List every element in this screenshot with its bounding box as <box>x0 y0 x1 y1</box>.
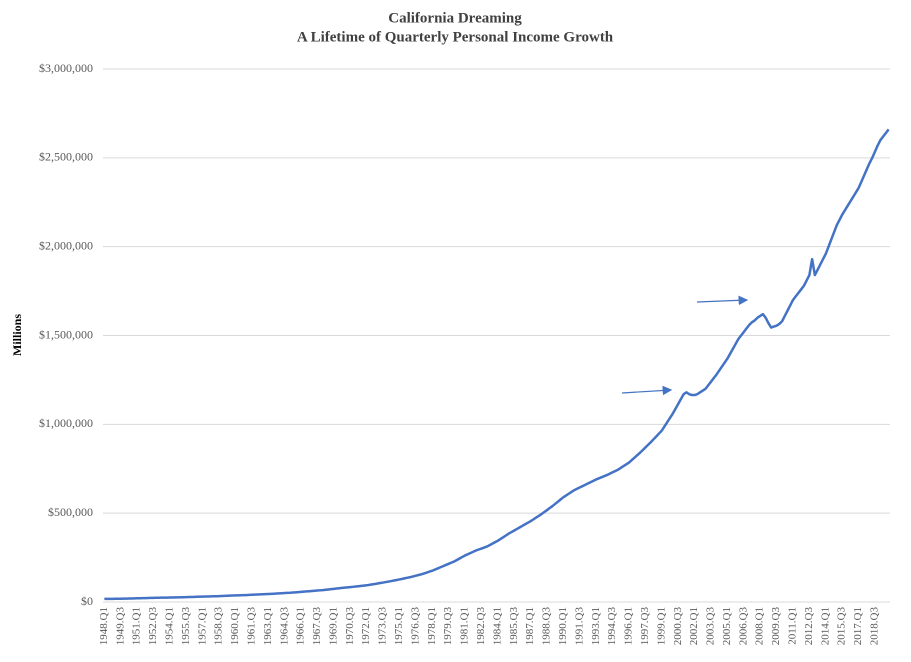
line <box>104 128 890 601</box>
x-tick-label: 1951.Q1 <box>131 607 143 645</box>
x-tick-label: 1963.Q1 <box>262 607 274 645</box>
x-tick-label: 2003.Q3 <box>705 607 717 646</box>
x-tick-label: 1991.Q3 <box>573 607 585 646</box>
x-tick-label: 1981.Q1 <box>459 607 471 645</box>
x-tick-label: 1999.Q1 <box>655 607 667 645</box>
x-tick-label: 1997.Q3 <box>639 607 651 646</box>
x-tick-label: 1987.Q1 <box>524 607 536 645</box>
y-tick-label: $1,500,000 <box>39 327 93 341</box>
x-tick-label: 1960.Q1 <box>229 607 241 645</box>
x-tick-label: 2008.Q1 <box>754 607 766 645</box>
y-tick-label: $3,000,000 <box>39 61 93 75</box>
x-tick-label: 1967.Q3 <box>311 607 323 646</box>
x-tick-label: 2014.Q1 <box>819 607 831 645</box>
x-tick-label: 2012.Q3 <box>803 607 815 646</box>
y-tick-label: $2,500,000 <box>39 150 93 164</box>
x-tick-label: 2006.Q3 <box>737 607 749 646</box>
x-tick-label: 2011.Q1 <box>787 607 799 645</box>
plot <box>104 128 890 601</box>
grid: $0 $500,000 $1,000,000 $1,500,000 $2,000,000… <box>39 61 890 645</box>
x-tick-label: 1985.Q3 <box>508 607 520 646</box>
x-tick-label: 1955.Q3 <box>180 607 192 646</box>
x-tick-label: 1988.Q3 <box>541 607 553 646</box>
x-tick-label: 1969.Q1 <box>327 607 339 645</box>
x-tick-label: 2018.Q3 <box>869 607 881 646</box>
x-tick-label: 1949.Q3 <box>114 607 126 646</box>
x-tick-label: 1948.Q1 <box>98 607 110 645</box>
x-tick-label: 2002.Q1 <box>688 607 700 645</box>
y-tick-label: $0 <box>81 594 93 608</box>
x-tick-label: 1994.Q3 <box>606 607 618 646</box>
x-tick-label: 1993.Q1 <box>590 607 602 645</box>
annotation-arrow <box>696 295 749 306</box>
x-tick-label: 1975.Q1 <box>393 607 405 645</box>
x-tick-label: 1966.Q1 <box>295 607 307 645</box>
x-tick-label: 2015.Q3 <box>836 607 848 646</box>
x-tick-label: 1984.Q1 <box>491 607 503 645</box>
x-tick-label: 2005.Q1 <box>721 607 733 645</box>
x-tick-label: 1979.Q3 <box>442 607 454 646</box>
x-tick-label: 1976.Q3 <box>409 607 421 646</box>
x-tick-label: 2017.Q1 <box>852 607 864 645</box>
x-tick-label: 1954.Q1 <box>163 607 175 645</box>
x-tick-label: 1978.Q1 <box>426 607 438 645</box>
x-tick-label: 1982.Q3 <box>475 607 487 646</box>
x-tick-label: 1996.Q1 <box>623 607 635 645</box>
y-tick-label: $1,000,000 <box>39 416 93 430</box>
x-tick-label: 2009.Q3 <box>770 607 782 646</box>
y-tick-label: $2,000,000 <box>39 238 93 252</box>
x-tick-label: 1973.Q3 <box>377 607 389 646</box>
y-tick-label: $500,000 <box>48 505 93 519</box>
x-tick-label: 1961.Q3 <box>245 607 257 646</box>
x-tick-label: 2000.Q3 <box>672 607 684 646</box>
x-tick-label: 1958.Q3 <box>213 607 225 646</box>
x-tick-label: 1990.Q1 <box>557 607 569 645</box>
x-tick-label: 1952.Q3 <box>147 607 159 646</box>
x-tick-label: 1964.Q3 <box>278 607 290 646</box>
annotation-arrow <box>621 385 673 396</box>
x-tick-label: 1970.Q3 <box>344 607 356 646</box>
x-tick-label: 1957.Q1 <box>196 607 208 645</box>
chart-subtitle: A Lifetime of Quarterly Personal Income … <box>297 29 614 45</box>
chart-title: California Dreaming <box>388 10 522 26</box>
x-tick-label: 1972.Q1 <box>360 607 372 645</box>
y-axis-label: Millions <box>10 314 24 356</box>
